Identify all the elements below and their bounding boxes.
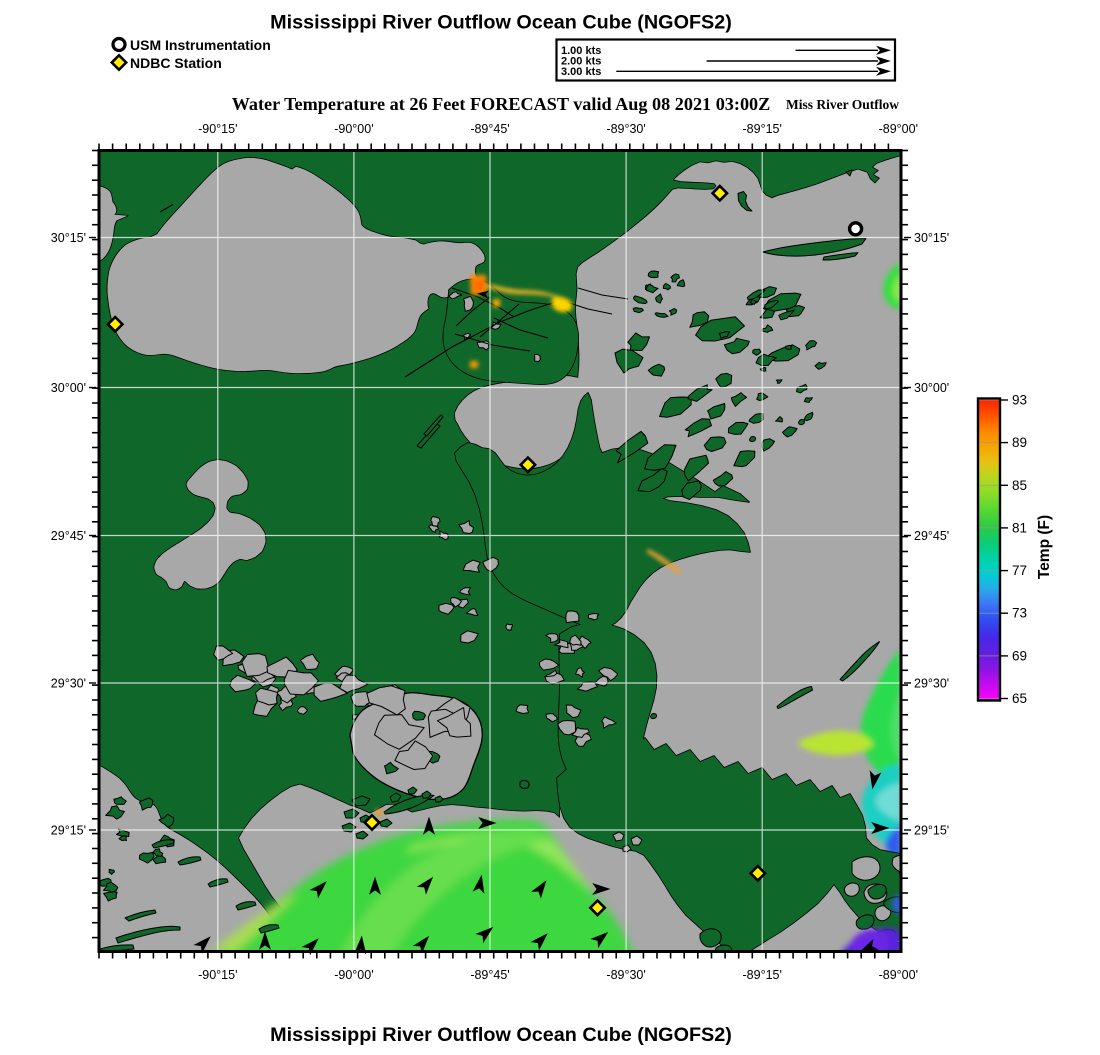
svg-text:-90°15': -90°15' — [198, 122, 237, 136]
svg-text:Mississippi River Outflow Ocea: Mississippi River Outflow Ocean Cube (NG… — [270, 1024, 732, 1046]
svg-text:30°15': 30°15' — [51, 231, 86, 245]
svg-text:-89°00': -89°00' — [879, 122, 918, 136]
svg-text:30°00': 30°00' — [51, 381, 86, 395]
svg-text:29°15': 29°15' — [51, 824, 86, 838]
svg-text:Miss River Outflow: Miss River Outflow — [786, 97, 899, 112]
svg-text:29°30': 29°30' — [914, 677, 949, 691]
svg-text:77: 77 — [1012, 563, 1027, 578]
svg-text:93: 93 — [1012, 393, 1027, 408]
svg-text:81: 81 — [1012, 520, 1027, 535]
svg-text:3.00 kts: 3.00 kts — [561, 66, 601, 78]
svg-text:1.00 kts: 1.00 kts — [561, 45, 601, 57]
svg-text:29°30': 29°30' — [51, 677, 86, 691]
svg-text:-90°00': -90°00' — [334, 968, 373, 982]
svg-text:-89°15': -89°15' — [743, 968, 782, 982]
svg-text:73: 73 — [1012, 606, 1027, 621]
svg-text:85: 85 — [1012, 478, 1027, 493]
svg-text:USM Instrumentation: USM Instrumentation — [130, 37, 271, 53]
svg-text:-89°30': -89°30' — [606, 122, 645, 136]
svg-text:30°15': 30°15' — [914, 231, 949, 245]
svg-text:NDBC Station: NDBC Station — [130, 55, 222, 71]
svg-text:89: 89 — [1012, 435, 1027, 450]
svg-text:69: 69 — [1012, 648, 1027, 663]
svg-text:-89°15': -89°15' — [743, 122, 782, 136]
svg-text:29°15': 29°15' — [914, 824, 949, 838]
svg-text:Mississippi River Outflow Ocea: Mississippi River Outflow Ocean Cube (NG… — [270, 12, 732, 34]
svg-text:-89°30': -89°30' — [606, 968, 645, 982]
svg-text:29°45': 29°45' — [914, 529, 949, 543]
svg-text:29°45': 29°45' — [51, 529, 86, 543]
svg-text:-90°00': -90°00' — [334, 122, 373, 136]
svg-text:65: 65 — [1012, 691, 1027, 706]
svg-text:30°00': 30°00' — [914, 381, 949, 395]
svg-text:-90°15': -90°15' — [198, 968, 237, 982]
svg-text:2.00 kts: 2.00 kts — [561, 56, 601, 68]
svg-text:-89°45': -89°45' — [470, 122, 509, 136]
svg-text:Water Temperature at 26 Feet F: Water Temperature at 26 Feet FORECAST va… — [232, 94, 771, 114]
svg-text:Temp (F): Temp (F) — [1036, 515, 1053, 579]
svg-text:-89°45': -89°45' — [470, 968, 509, 982]
svg-text:-89°00': -89°00' — [879, 968, 918, 982]
